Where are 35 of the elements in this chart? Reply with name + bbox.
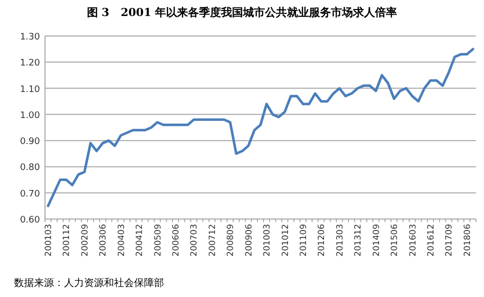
x-tick-label: 201709 [444,224,455,256]
x-tick-label: 200906 [244,224,254,256]
x-tick-label: 200112 [62,224,72,256]
x-tick-label: 200209 [80,224,90,256]
x-tick-label: 201109 [298,224,309,256]
x-tick-label: 200412 [135,224,146,256]
x-tick-label: 200403 [116,224,127,256]
y-tick-label: 1.10 [20,84,40,95]
x-tick-label: 201506 [390,224,400,256]
x-tick-label: 200306 [98,224,109,256]
x-tick-label: 201409 [372,224,382,256]
x-tick-label: 200703 [190,224,200,256]
y-tick-label: 0.60 [20,216,40,226]
x-tick-label: 200809 [226,224,236,256]
y-tick-label: 1.30 [20,32,40,42]
x-tick-label: 200103 [44,224,54,256]
x-tick-label: 201012 [280,224,291,256]
x-tick-label: 201612 [426,224,436,256]
x-tick-label: 201312 [354,224,364,256]
x-tick-label: 201806 [462,224,473,256]
y-tick-label: 0.90 [20,137,40,148]
x-tick-label: 201206 [317,224,328,256]
y-tick-label: 1.20 [20,58,40,69]
y-tick-label: 0.70 [20,189,40,200]
chart-title: 图 3 2001 年以来各季度我国城市公共就业服务市场求人倍率 [86,6,398,19]
x-tick-label: 200606 [172,224,182,256]
y-tick-label: 1.00 [20,110,40,121]
x-tick-label: 201003 [262,224,273,256]
x-tick-label: 201303 [335,224,346,256]
line-series [46,48,474,208]
y-tick-label: 0.80 [20,163,40,174]
x-tick-label: 201603 [408,224,418,256]
source-note: 数据来源：人力资源和社会保障部 [14,277,164,289]
x-tick-label: 200509 [153,224,164,256]
x-tick-label: 200712 [208,224,218,256]
